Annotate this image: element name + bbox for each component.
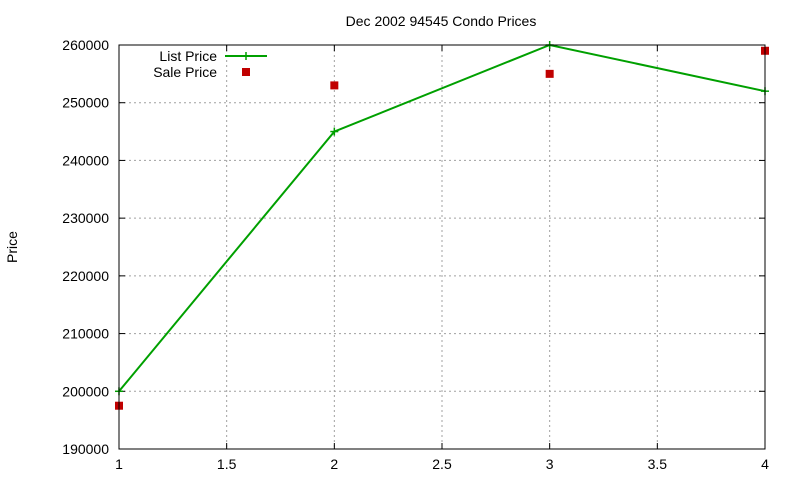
data-point-marker — [330, 127, 339, 136]
x-tick-label: 3 — [546, 456, 554, 472]
series-line — [118, 43, 766, 392]
x-tick-label: 1.5 — [217, 456, 237, 472]
y-tick-label: 210000 — [62, 326, 109, 342]
tick-labels: 1 1.5 2 2.5 3 3.5 4 190000 200000 210000 220000 230… — [62, 37, 769, 472]
legend-label: Sale Price — [153, 64, 217, 80]
x-tick-label: 1 — [115, 456, 123, 472]
y-tick-label: 230000 — [62, 210, 109, 226]
y-tick-label: 260000 — [62, 37, 109, 53]
data-point-marker — [545, 69, 554, 78]
x-tick-label: 2 — [330, 456, 338, 472]
plot-border — [118, 44, 766, 450]
y-tick-label: 240000 — [62, 152, 109, 168]
y-tick-label: 250000 — [62, 95, 109, 111]
legend-item: List Price — [159, 48, 267, 64]
x-tick-label: 2.5 — [432, 456, 452, 472]
y-tick-label: 200000 — [62, 383, 109, 399]
data-point-marker — [330, 81, 339, 90]
x-tick-label: 4 — [761, 456, 769, 472]
grid — [119, 45, 765, 449]
legend-marker — [242, 68, 250, 76]
legend-label: List Price — [159, 48, 217, 64]
x-tick-label: 3.5 — [648, 456, 668, 472]
y-tick-label: 190000 — [62, 441, 109, 457]
legend-marker — [242, 52, 250, 60]
chart-title: Dec 2002 94545 Condo Prices — [346, 13, 537, 29]
y-tick-label: 220000 — [62, 268, 109, 284]
y-axis-label: Price — [4, 231, 20, 263]
legend-item: Sale Price — [153, 64, 250, 80]
